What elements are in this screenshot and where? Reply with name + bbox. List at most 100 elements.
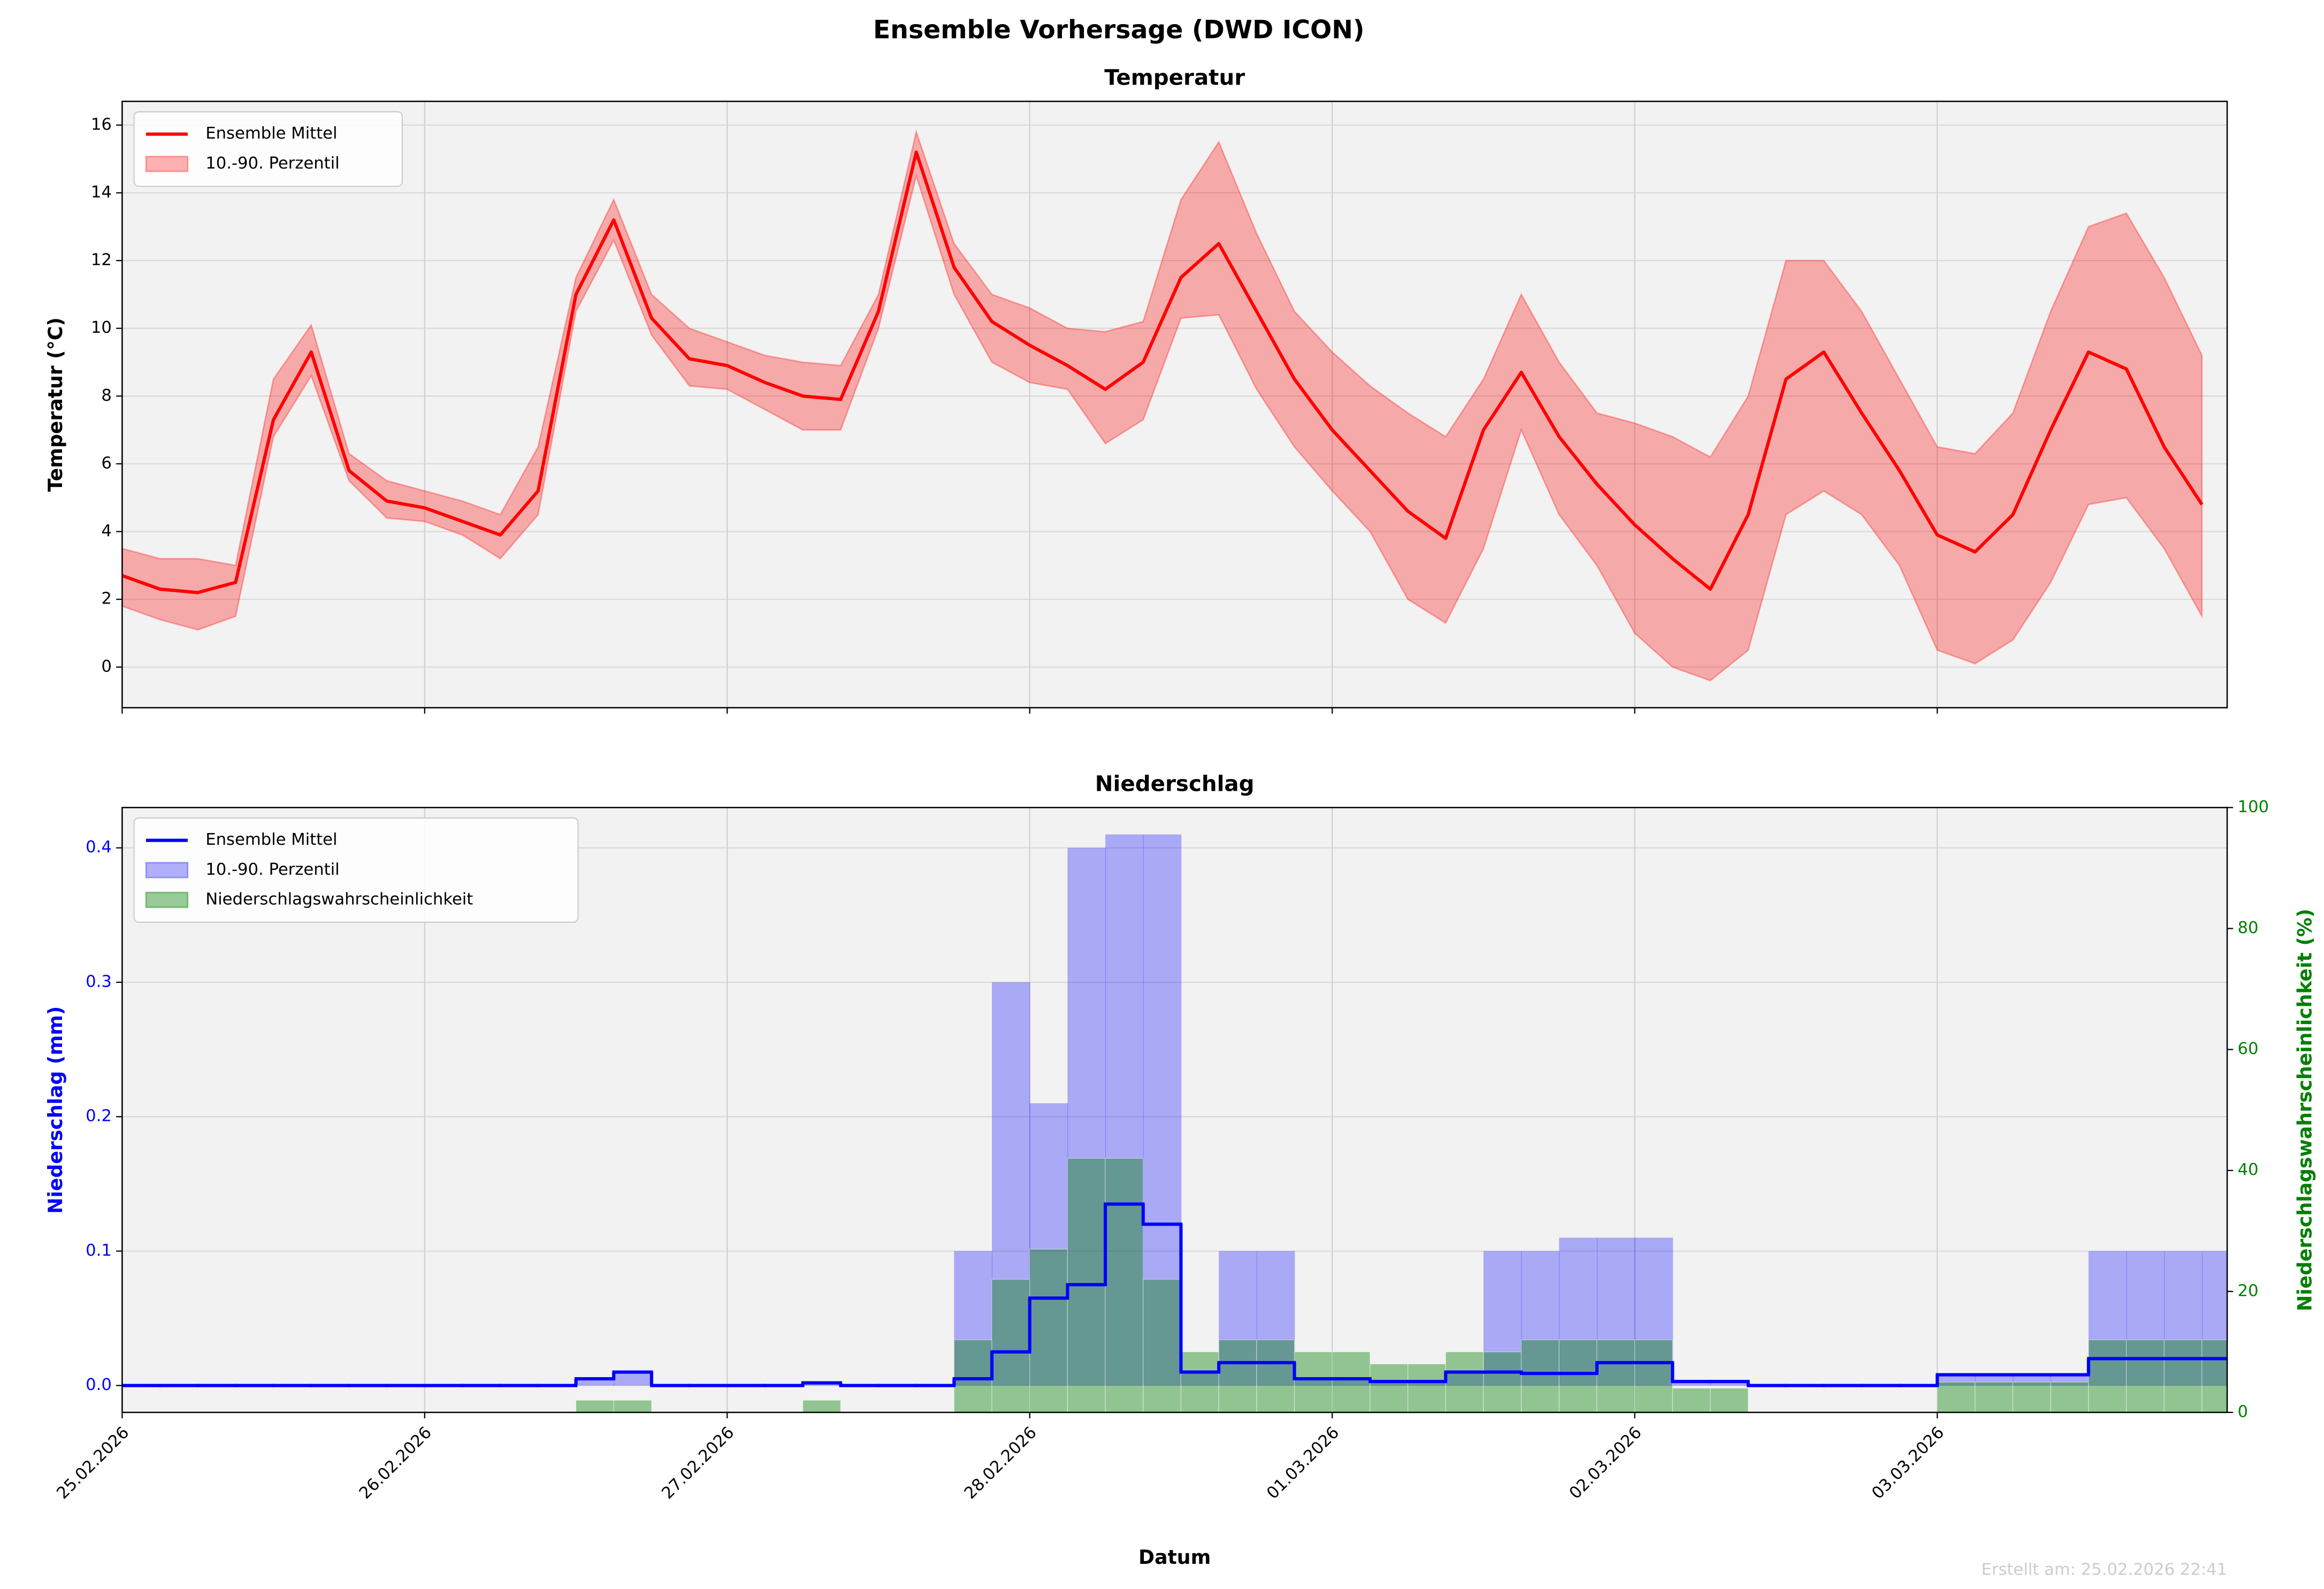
probability-bar <box>1256 1339 1295 1412</box>
probability-bar <box>1710 1388 1749 1412</box>
percentile-band <box>1067 847 1106 1386</box>
probability-bar <box>1370 1363 1409 1412</box>
probability-bar <box>1105 1158 1144 1412</box>
y-tick-label: 2 <box>101 590 112 608</box>
probability-bar <box>1937 1381 1976 1412</box>
percentile-band <box>1710 1381 1749 1386</box>
probability-bar <box>1180 1351 1219 1412</box>
probability-bar <box>2088 1339 2127 1412</box>
percentile-band <box>2013 1374 2051 1386</box>
percentile-band <box>1105 834 1144 1386</box>
percentile-band <box>954 1251 992 1386</box>
y-tick-label: 8 <box>101 386 112 405</box>
y2-tick-label: 80 <box>2237 919 2258 937</box>
legend: Ensemble Mittel 10.-90. Perzentil Niedersc… <box>133 817 579 923</box>
percentile-band <box>2126 1251 2165 1386</box>
y-tick-label: 0 <box>101 657 112 676</box>
percentile-band <box>2201 1251 2227 1386</box>
probability-bar <box>1407 1363 1446 1412</box>
y2-tick-label: 40 <box>2237 1160 2258 1179</box>
plot-area <box>122 101 2227 708</box>
probability-bar <box>1483 1351 1522 1412</box>
percentile-band <box>576 1379 615 1386</box>
probability-bar <box>575 1400 614 1412</box>
probability-bar <box>1332 1351 1371 1412</box>
percentile-band <box>1521 1251 1560 1386</box>
probability-bar <box>1634 1339 1673 1412</box>
y-tick-label: 0.1 <box>86 1241 112 1260</box>
probability-bar <box>991 1279 1030 1412</box>
y-tick-label: 0.3 <box>86 972 112 991</box>
y-tick-label: 0.4 <box>86 838 112 857</box>
percentile-band <box>1672 1381 1711 1386</box>
percentile-band <box>2051 1374 2089 1386</box>
percentile-band <box>1634 1237 1673 1386</box>
y2-tick-label: 0 <box>2237 1402 2248 1421</box>
legend-label: Niederschlagswahrscheinlichkeit <box>205 890 473 909</box>
probability-bar <box>1672 1388 1711 1412</box>
percentile-band <box>614 1372 652 1386</box>
probability-bar <box>1294 1351 1333 1412</box>
legend-patch <box>145 862 189 878</box>
probability-bar <box>2164 1339 2203 1412</box>
percentile-band <box>992 982 1030 1386</box>
percentile-band <box>2164 1251 2203 1386</box>
y2-tick-label: 60 <box>2237 1040 2258 1058</box>
probability-bar <box>1521 1339 1559 1412</box>
legend-label: Ensemble Mittel <box>205 830 337 849</box>
panel-title: Niederschlag <box>1095 771 1255 797</box>
footer: Erstellt am: 25.02.2026 22:41 <box>1982 1561 2228 1579</box>
y-tick-label: 10 <box>91 318 112 337</box>
percentile-band <box>1559 1237 1597 1386</box>
legend-label: 10.-90. Perzentil <box>205 860 339 879</box>
probability-bar <box>613 1400 652 1412</box>
plot-frame <box>121 101 2228 709</box>
percentile-band <box>1181 1372 1219 1386</box>
y-tick-label: 12 <box>91 251 112 270</box>
probability-bar <box>2012 1381 2051 1412</box>
percentile-band <box>1975 1374 2014 1386</box>
panel-title: Temperatur <box>1104 65 1245 90</box>
legend-box <box>133 817 579 923</box>
probability-bar <box>953 1339 992 1412</box>
legend-label: 10.-90. Perzentil <box>205 154 339 173</box>
percentile-band <box>1029 1103 1068 1386</box>
probability-bar <box>1029 1249 1068 1412</box>
plot-area <box>122 807 2227 1412</box>
y-tick-label: 14 <box>91 183 112 202</box>
probability-bar <box>2201 1339 2227 1412</box>
plot-background <box>122 101 2228 708</box>
probability-bar <box>1975 1381 2014 1412</box>
percentile-band <box>1937 1374 1976 1386</box>
y-tick-label: 0.2 <box>86 1107 112 1126</box>
y-tick-label: 0.0 <box>86 1376 112 1394</box>
y2-tick-label: 20 <box>2237 1281 2258 1300</box>
legend-patch <box>145 156 189 172</box>
y-axis-label: Niederschlag (mm) <box>44 1006 67 1214</box>
legend-label: Ensemble Mittel <box>205 124 337 143</box>
y-tick-label: 4 <box>101 522 112 540</box>
percentile-band <box>2088 1251 2127 1386</box>
percentile-band <box>1143 834 1182 1386</box>
legend-box <box>133 111 403 187</box>
percentile-band <box>122 129 2203 682</box>
probability-bar <box>2050 1381 2089 1412</box>
percentile-band <box>1332 1379 1371 1386</box>
y-tick-label: 6 <box>101 454 112 472</box>
probability-bar <box>802 1400 841 1412</box>
percentile-band <box>1294 1379 1333 1386</box>
plot-frame <box>121 807 2228 1414</box>
probability-bar <box>1218 1339 1257 1412</box>
figure-title: Ensemble Vorhersage (DWD ICON) <box>873 16 1365 45</box>
y2-axis-label: Niederschlagswahrscheinlichkeit (%) <box>2294 908 2317 1311</box>
percentile-band <box>1370 1381 1409 1386</box>
probability-bar <box>2126 1339 2165 1412</box>
probability-bar <box>1445 1351 1484 1412</box>
percentile-band <box>1446 1372 1484 1386</box>
y-tick-label: 16 <box>91 115 112 134</box>
legend: Ensemble Mittel 10.-90. Perzentil <box>133 111 403 187</box>
legend-patch <box>145 891 189 908</box>
y-axis-label: Temperatur (°C) <box>44 317 67 492</box>
